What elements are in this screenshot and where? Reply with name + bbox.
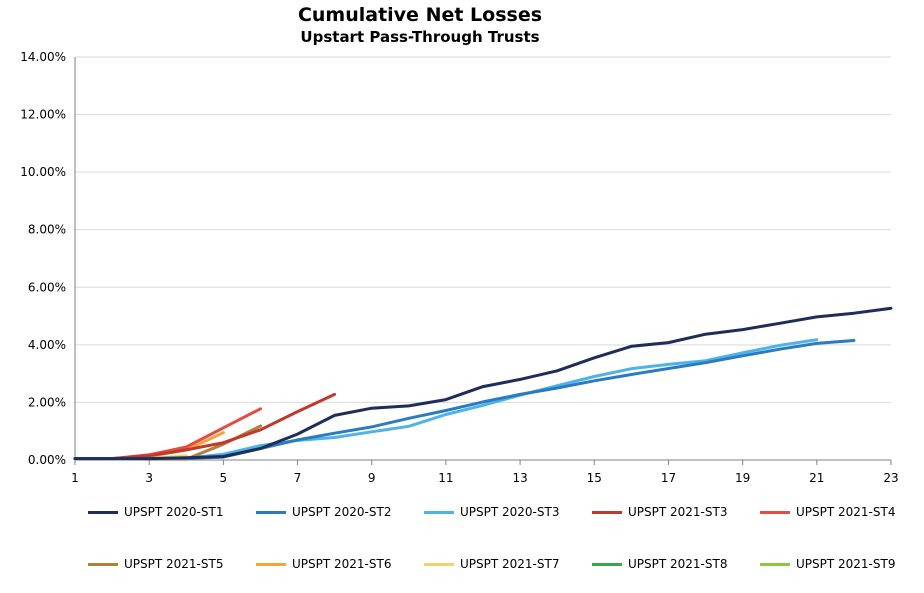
series-line-upspt-2020-st2 [73, 339, 856, 461]
x-tick-label: 19 [735, 471, 750, 485]
legend-item: UPSPT 2021-ST6 [256, 557, 391, 571]
legend-item: UPSPT 2021-ST8 [592, 557, 727, 571]
y-tick-label: 4.00% [28, 338, 66, 352]
legend-swatch [760, 510, 790, 514]
y-tick-label: 10.00% [20, 165, 66, 179]
series-lines [73, 306, 893, 461]
legend-swatch [592, 510, 622, 514]
series-line-upspt-2020-st1 [73, 306, 893, 461]
legend-label: UPSPT 2020-ST2 [292, 505, 392, 519]
legend-label: UPSPT 2021-ST5 [124, 557, 224, 571]
x-tick-label: 21 [809, 471, 824, 485]
legend-swatch [256, 562, 286, 566]
legend-item: UPSPT 2021-ST7 [424, 557, 559, 571]
legend-label: UPSPT 2021-ST6 [292, 557, 392, 571]
x-tick-label: 17 [661, 471, 676, 485]
legend-label: UPSPT 2021-ST3 [628, 505, 728, 519]
x-tick-label: 13 [512, 471, 527, 485]
y-tick-labels: 0.00% 2.00% 4.00% 6.00% 8.00% 10.00% 12.00% 14.… [20, 50, 66, 467]
legend-label: UPSPT 2021-ST8 [628, 557, 728, 571]
y-tick-label: 2.00% [28, 395, 66, 409]
legend-swatch [424, 562, 454, 566]
legend-item: UPSPT 2021-ST4 [760, 505, 895, 519]
gridlines [75, 56, 891, 403]
legend-item: UPSPT 2021-ST3 [592, 505, 727, 519]
legend-label: UPSPT 2021-ST9 [796, 557, 896, 571]
legend-item: UPSPT 2020-ST2 [256, 505, 391, 519]
legend-item: UPSPT 2021-ST5 [88, 557, 223, 571]
axes [74, 57, 892, 465]
x-tick-label: 15 [587, 471, 602, 485]
legend-item: UPSPT 2021-ST9 [760, 557, 895, 571]
y-tick-label: 12.00% [20, 108, 66, 122]
legend-swatch [592, 562, 622, 566]
legend-item: UPSPT 2020-ST1 [88, 505, 223, 519]
legend-label: UPSPT 2020-ST3 [460, 505, 560, 519]
legend-item: UPSPT 2020-ST3 [424, 505, 559, 519]
legend-swatch [88, 510, 118, 514]
series-line-upspt-2021-st3 [73, 392, 337, 461]
chart-subtitle: Upstart Pass-Through Trusts [300, 28, 540, 46]
x-tick-label: 9 [368, 471, 376, 485]
x-tick-label: 5 [220, 471, 228, 485]
y-tick-label: 6.00% [28, 280, 66, 294]
legend-label: UPSPT 2020-ST1 [124, 505, 224, 519]
x-tick-labels: 1 3 5 7 9 11 13 15 17 19 21 23 [71, 471, 898, 485]
y-tick-label: 14.00% [20, 50, 66, 64]
legend-swatch [256, 510, 286, 514]
x-tick-label: 3 [145, 471, 153, 485]
x-tick-label: 11 [438, 471, 453, 485]
x-tick-label: 7 [294, 471, 302, 485]
legend-swatch [424, 510, 454, 514]
x-tick-label: 23 [883, 471, 898, 485]
y-tick-label: 0.00% [28, 453, 66, 467]
legend-swatch [760, 562, 790, 566]
legend-label: UPSPT 2021-ST4 [796, 505, 896, 519]
legend-label: UPSPT 2021-ST7 [460, 557, 560, 571]
y-tick-label: 8.00% [28, 223, 66, 237]
chart-title: Cumulative Net Losses [297, 4, 543, 26]
legend-swatch [88, 562, 118, 566]
x-tick-label: 1 [71, 471, 79, 485]
